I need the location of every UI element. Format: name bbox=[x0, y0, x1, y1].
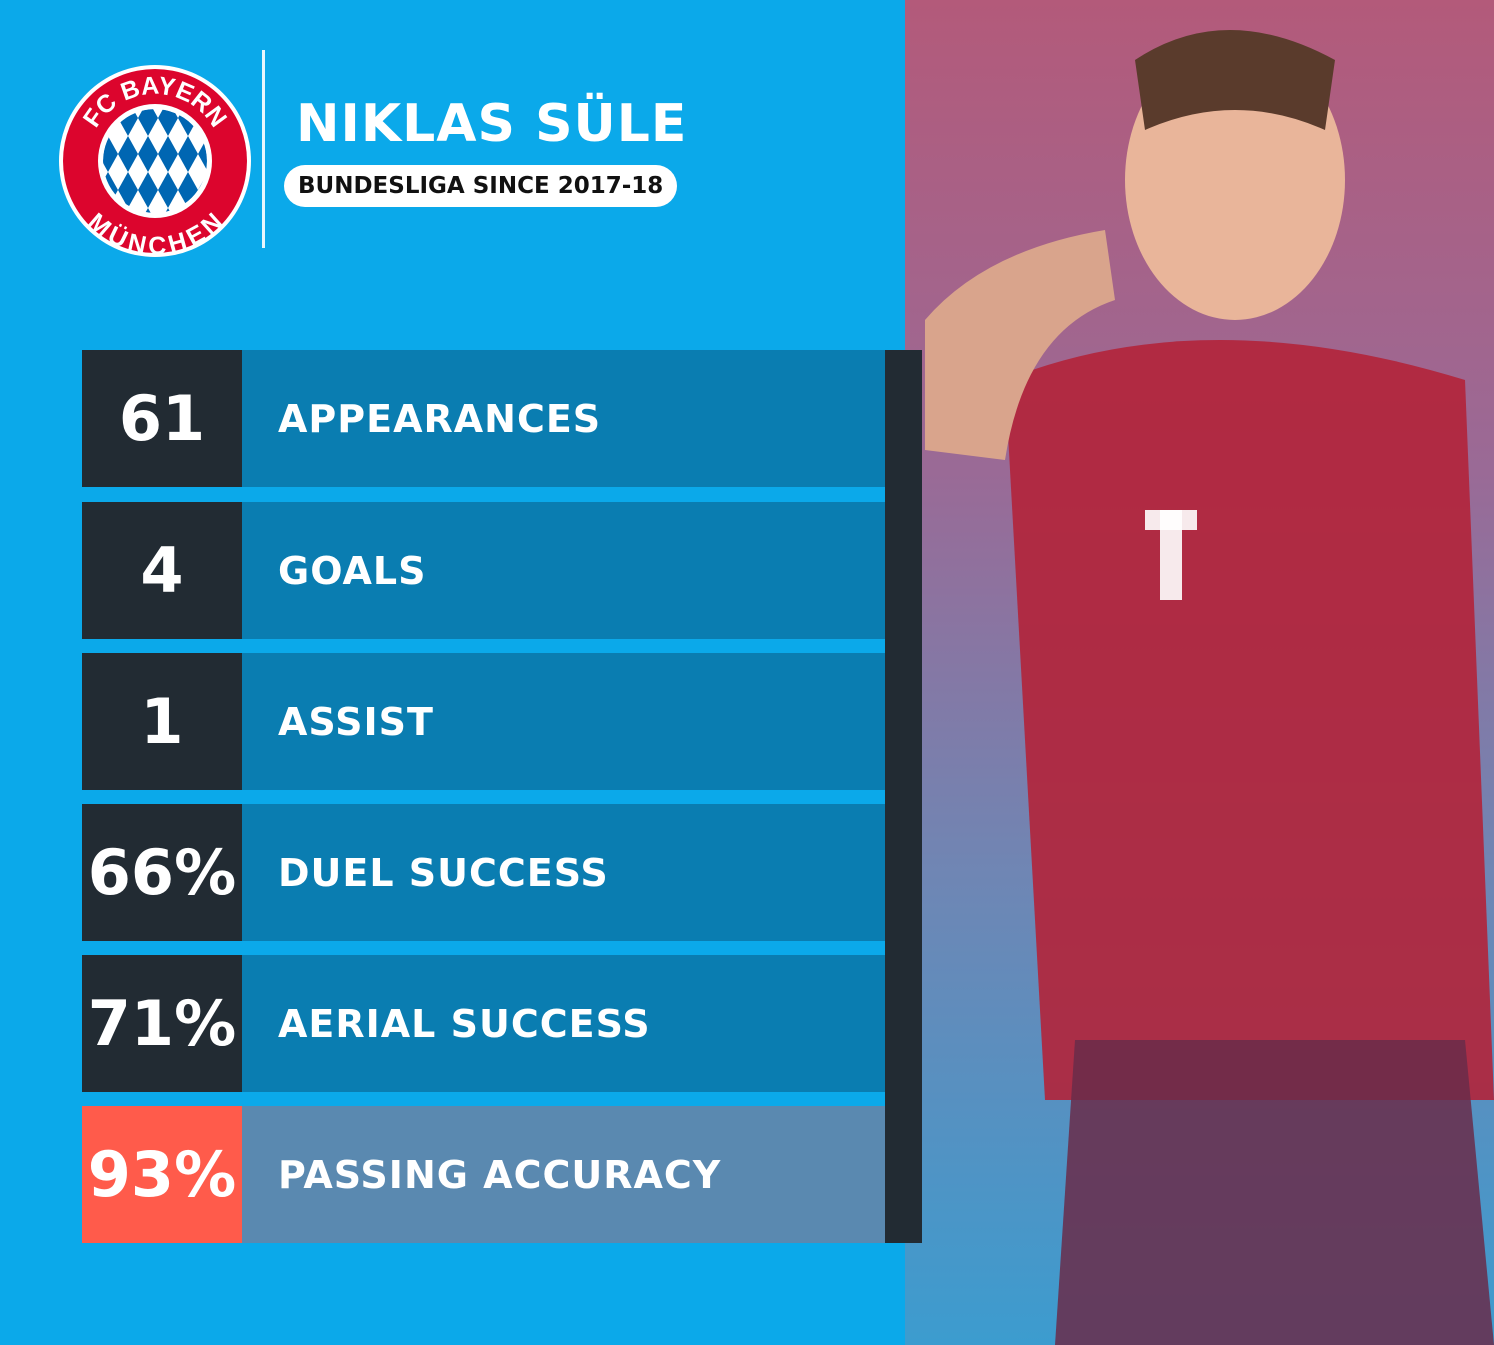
stat-row: 66% DUEL SUCCESS bbox=[82, 804, 885, 941]
player-name: NIKLAS SÜLE bbox=[296, 94, 688, 154]
stats-side-bar bbox=[885, 350, 922, 1243]
header-divider bbox=[262, 50, 265, 248]
stat-label: APPEARANCES bbox=[242, 350, 885, 487]
subtitle-badge: BUNDESLIGA SINCE 2017-18 bbox=[284, 165, 678, 207]
fc-bayern-logo: FC BAYERN MÜNCHEN bbox=[59, 65, 251, 258]
stat-row: 4 GOALS bbox=[82, 502, 885, 639]
stat-label: PASSING ACCURACY bbox=[242, 1106, 885, 1243]
stat-label: DUEL SUCCESS bbox=[242, 804, 885, 941]
stat-value: 71% bbox=[82, 955, 242, 1092]
stat-value: 61 bbox=[82, 350, 242, 487]
stat-value: 93% bbox=[82, 1106, 242, 1243]
stat-label: AERIAL SUCCESS bbox=[242, 955, 885, 1092]
stat-label: ASSIST bbox=[242, 653, 885, 790]
stat-label: GOALS bbox=[242, 502, 885, 639]
stat-row: 1 ASSIST bbox=[82, 653, 885, 790]
stat-row: 61 APPEARANCES bbox=[82, 350, 885, 487]
stat-value: 66% bbox=[82, 804, 242, 941]
stat-value: 4 bbox=[82, 502, 242, 639]
stat-value: 1 bbox=[82, 653, 242, 790]
stat-row: 71% AERIAL SUCCESS bbox=[82, 955, 885, 1092]
stat-row-highlighted: 93% PASSING ACCURACY bbox=[82, 1106, 885, 1243]
player-photo bbox=[905, 0, 1494, 1345]
